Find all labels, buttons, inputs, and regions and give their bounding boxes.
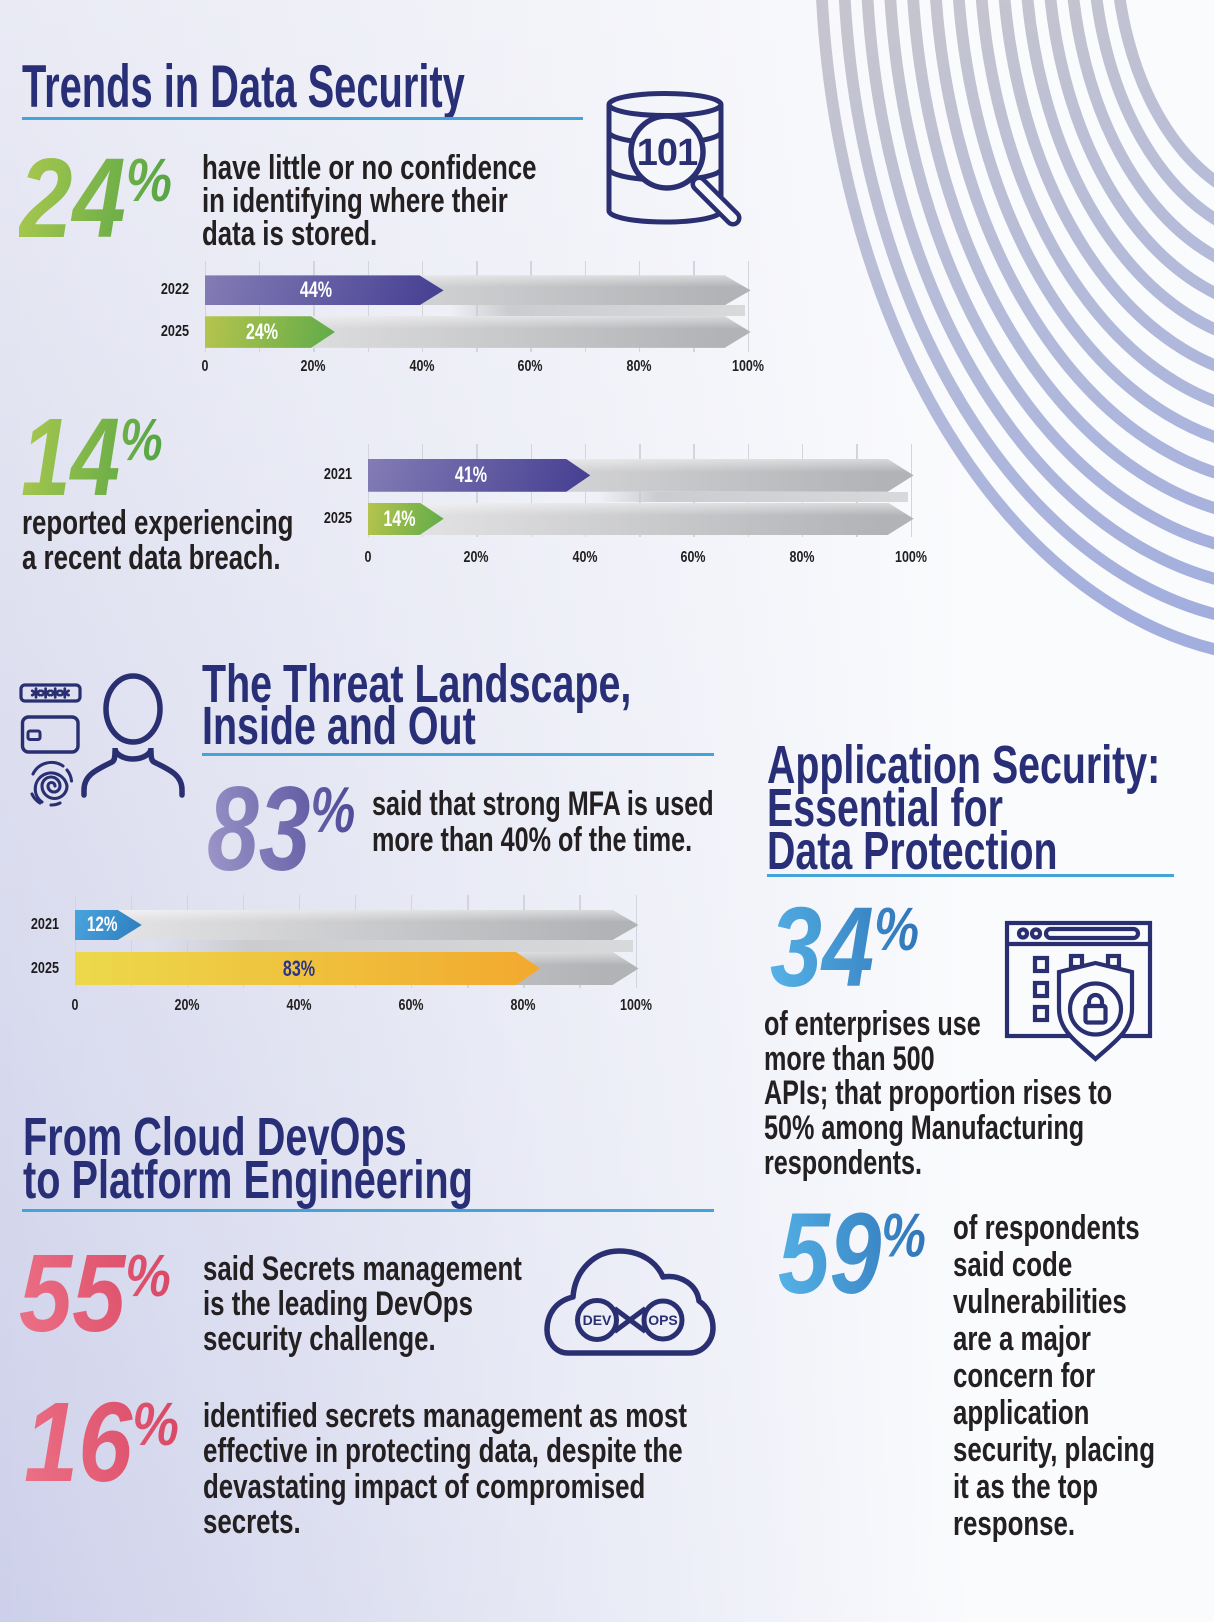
svg-text:DEV: DEV [583, 1312, 612, 1328]
svg-text:101: 101 [637, 132, 698, 174]
svg-text:OPS: OPS [648, 1312, 678, 1328]
